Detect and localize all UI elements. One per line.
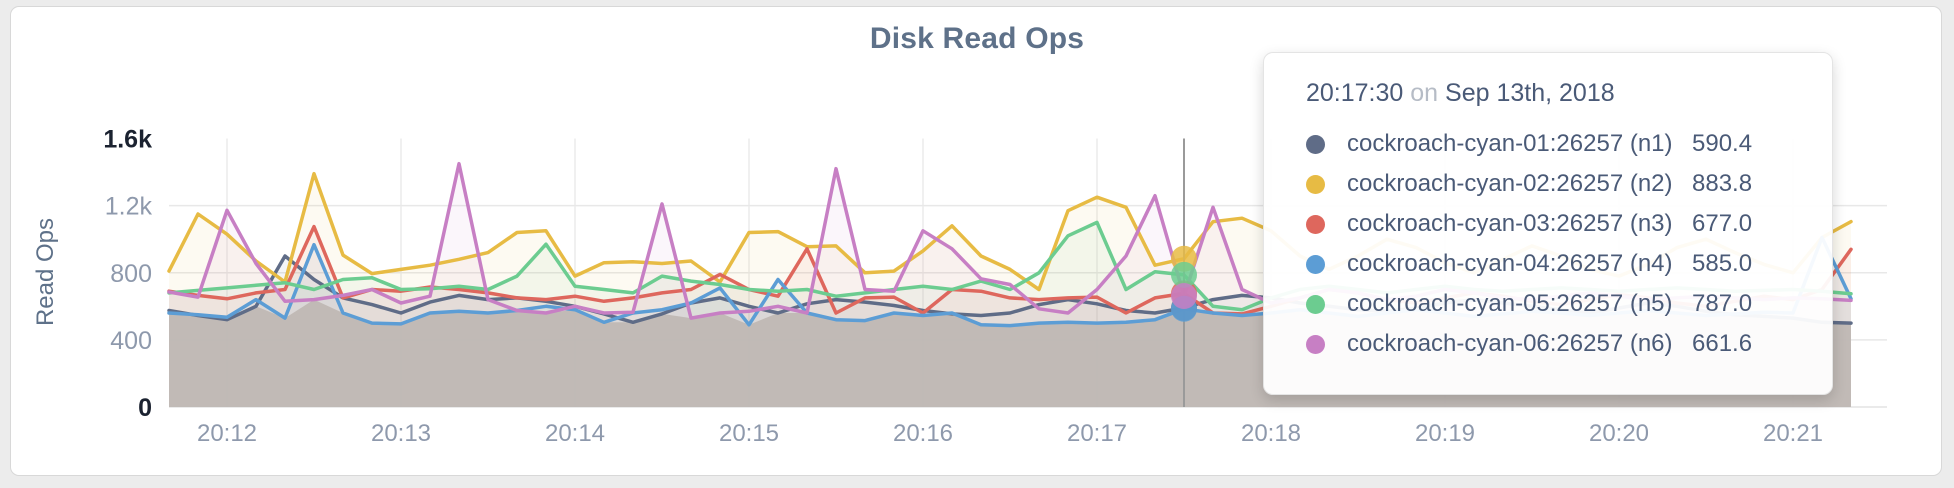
tooltip-series-row: cockroach-cyan-05:26257 (n5) 787.0 [1306,284,1832,324]
tooltip-series-label: cockroach-cyan-04:26257 (n4) [1347,250,1673,277]
x-tick-label: 20:19 [1415,420,1475,447]
tooltip-series-label: cockroach-cyan-03:26257 (n3) [1347,210,1673,237]
tooltip-connector: on [1410,79,1439,107]
tooltip-series-value: 585.0 [1692,250,1753,277]
tooltip-series-row: cockroach-cyan-01:26257 (n1) 590.4 [1306,124,1832,164]
tooltip-time: 20:17:30 [1306,79,1404,107]
y-tick-label: 400 [110,327,152,355]
tooltip-series-label: cockroach-cyan-01:26257 (n1) [1347,130,1673,157]
tooltip-series-value: 590.4 [1692,130,1753,157]
tooltip-date: Sep 13th, 2018 [1445,79,1615,107]
y-tick-label: 1.6k [103,126,152,154]
series-dot-icon [1306,254,1325,274]
tooltip-series-label: cockroach-cyan-02:26257 (n2) [1347,170,1673,197]
tooltip-series-value: 677.0 [1692,210,1753,237]
tooltip-series-value: 787.0 [1692,290,1753,317]
tooltip-series-row: cockroach-cyan-02:26257 (n2) 883.8 [1306,164,1832,204]
series-dot-icon [1306,334,1325,354]
series-dot-icon [1306,174,1325,194]
x-tick-label: 20:17 [1067,420,1127,447]
x-tick-label: 20:16 [893,420,953,447]
x-tick-label: 20:20 [1589,420,1649,447]
series-dot-icon [1306,134,1325,154]
x-tick-label: 20:13 [371,420,431,447]
chart-title: Disk Read Ops [869,22,1085,55]
x-tick-label: 20:14 [545,420,605,447]
tooltip-series-row: cockroach-cyan-03:26257 (n3) 677.0 [1306,204,1832,244]
tooltip-series-value: 661.6 [1692,330,1753,357]
series-dot-icon [1306,214,1325,234]
y-tick-label: 0 [138,394,152,422]
y-tick-label: 1.2k [105,193,153,221]
hover-point-n5 [1171,261,1197,288]
tooltip-series-label: cockroach-cyan-06:26257 (n6) [1347,330,1673,357]
tooltip-series-row: cockroach-cyan-06:26257 (n6) 661.6 [1306,324,1832,364]
hover-tooltip: 20:17:30 on Sep 13th, 2018 cockroach-cya… [1263,52,1833,395]
tooltip-series-value: 883.8 [1692,170,1753,197]
x-tick-label: 20:18 [1241,420,1301,447]
tooltip-series-label: cockroach-cyan-05:26257 (n5) [1347,290,1673,317]
tooltip-header: 20:17:30 on Sep 13th, 2018 [1306,79,1832,108]
x-tick-label: 20:15 [719,420,779,447]
tooltip-series-row: cockroach-cyan-04:26257 (n4) 585.0 [1306,244,1832,284]
y-tick-label: 800 [110,260,152,288]
hover-point-n6 [1171,283,1197,309]
tooltip-rows: cockroach-cyan-01:26257 (n1) 590.4 cockroa… [1306,124,1832,364]
x-tick-label: 20:21 [1763,420,1823,447]
x-tick-label: 20:12 [197,420,257,447]
series-dot-icon [1306,294,1325,314]
